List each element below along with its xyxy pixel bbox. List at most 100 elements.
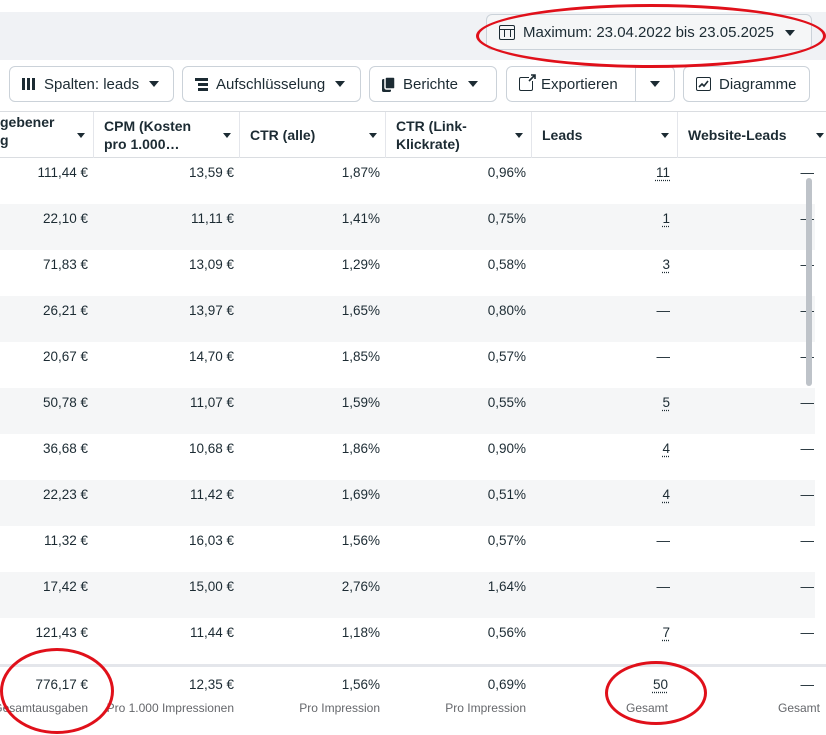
cell-website-leads: — bbox=[800, 579, 815, 594]
sort-icon[interactable] bbox=[223, 133, 231, 138]
chevron-down-icon bbox=[468, 81, 479, 87]
chart-icon bbox=[696, 77, 711, 91]
report-icon bbox=[382, 75, 396, 92]
sort-icon[interactable] bbox=[515, 133, 523, 138]
cell-cpm: 13,97 € bbox=[188, 303, 234, 318]
table-row: 26,21 € 13,97 € 1,65% 0,80% — — bbox=[0, 296, 815, 342]
export-icon bbox=[519, 74, 536, 91]
reports-label: Berichte bbox=[403, 75, 459, 93]
table-row: 111,44 € 13,59 € 1,87% 0,96% 11 — bbox=[0, 158, 815, 204]
sort-icon[interactable] bbox=[661, 133, 669, 138]
total-cpm-caption: Pro 1.000 Impressionen bbox=[106, 701, 234, 715]
column-header-spend[interactable]: gebener g bbox=[0, 112, 94, 158]
total-ctr-all-caption: Pro Impression bbox=[299, 701, 380, 715]
breakdown-label: Aufschlüsselung bbox=[216, 75, 326, 93]
chevron-down-icon bbox=[650, 81, 660, 87]
chevron-down-icon bbox=[149, 81, 160, 87]
sort-icon[interactable] bbox=[369, 133, 377, 138]
table-row: 17,42 € 15,00 € 2,76% 1,64% — — bbox=[0, 572, 815, 618]
column-header-cpm[interactable]: CPM (Kosten pro 1.000… bbox=[94, 112, 240, 158]
cell-leads: — bbox=[656, 303, 671, 318]
columns-button[interactable]: Spalten: leads bbox=[9, 66, 174, 102]
cell-ctr-link: 0,57% bbox=[487, 533, 526, 548]
cell-spend: 17,42 € bbox=[42, 579, 88, 594]
cell-website-leads: — bbox=[800, 165, 815, 180]
cell-website-leads: — bbox=[678, 204, 815, 250]
vertical-scrollbar[interactable] bbox=[806, 178, 812, 386]
total-website-leads: — bbox=[800, 677, 815, 692]
annotation-circle-leads bbox=[605, 661, 707, 725]
cell-leads[interactable]: 4 bbox=[662, 487, 670, 502]
breakdown-icon bbox=[195, 77, 208, 91]
table-row: 22,23 € 11,42 € 1,69% 0,51% 4 — bbox=[0, 480, 815, 526]
cell-leads[interactable]: 11 bbox=[655, 165, 670, 180]
cell-cpm: 10,68 € bbox=[188, 441, 234, 456]
breakdown-button[interactable]: Aufschlüsselung bbox=[182, 66, 361, 102]
chevron-down-icon bbox=[335, 81, 346, 87]
table-row: 71,83 € 13,09 € 1,29% 0,58% 3 — bbox=[0, 250, 815, 296]
cell-ctr-link: 0,56% bbox=[487, 625, 526, 640]
table-row: 121,43 € 11,44 € 1,18% 0,56% 7 — bbox=[0, 618, 815, 664]
cell-spend: 26,21 € bbox=[42, 303, 88, 318]
annotation-circle-spend bbox=[0, 648, 114, 734]
cell-website-leads: — bbox=[678, 250, 815, 296]
cell-ctr-all: 2,76% bbox=[341, 579, 380, 594]
annotation-circle-date bbox=[476, 4, 826, 68]
cell-website-leads: — bbox=[800, 487, 815, 502]
columns-label: Spalten: leads bbox=[44, 75, 140, 93]
cell-cpm: 11,07 € bbox=[189, 395, 234, 410]
cell-spend: 22,23 € bbox=[42, 487, 88, 502]
cell-cpm: 11,44 € bbox=[189, 625, 234, 640]
cell-ctr-all: 1,65% bbox=[341, 303, 380, 318]
cell-leads[interactable]: 1 bbox=[662, 211, 670, 226]
cell-cpm: 13,09 € bbox=[188, 257, 234, 272]
cell-ctr-link: 0,51% bbox=[487, 487, 526, 502]
column-header-ctr-link[interactable]: CTR (Link- Klickrate) bbox=[386, 112, 532, 158]
cell-spend: 50,78 € bbox=[42, 395, 88, 410]
cell-spend: 20,67 € bbox=[42, 349, 88, 364]
cell-website-leads: — bbox=[800, 441, 815, 456]
cell-spend: 111,44 € bbox=[37, 165, 88, 180]
table-row: 11,32 € 16,03 € 1,56% 0,57% — — bbox=[0, 526, 815, 572]
sort-icon[interactable] bbox=[816, 133, 824, 138]
cell-ctr-all: 1,56% bbox=[341, 533, 380, 548]
cell-leads[interactable]: 5 bbox=[662, 395, 670, 410]
total-ctr-all: 1,56% bbox=[341, 677, 380, 692]
total-website-leads-caption: Gesamt bbox=[778, 701, 821, 715]
cell-spend: 121,43 € bbox=[35, 625, 88, 640]
sort-icon[interactable] bbox=[77, 133, 85, 138]
cell-website-leads: — bbox=[800, 533, 815, 548]
column-header-ctr-all[interactable]: CTR (alle) bbox=[240, 112, 386, 158]
cell-cpm: 11,11 € bbox=[190, 211, 234, 226]
charts-label: Diagramme bbox=[719, 75, 797, 93]
cell-leads: — bbox=[656, 349, 671, 364]
cell-ctr-all: 1,86% bbox=[341, 441, 380, 456]
cell-leads[interactable]: 3 bbox=[662, 257, 670, 272]
cell-website-leads: — bbox=[800, 625, 815, 640]
cell-ctr-all: 1,85% bbox=[341, 349, 380, 364]
cell-ctr-all: 1,87% bbox=[341, 165, 380, 180]
cell-ctr-link: 0,58% bbox=[487, 257, 526, 272]
cell-ctr-link: 0,96% bbox=[487, 165, 526, 180]
total-ctr-link: 0,69% bbox=[487, 677, 526, 692]
cell-leads[interactable]: 7 bbox=[662, 625, 670, 640]
export-button[interactable]: Exportieren bbox=[506, 66, 636, 102]
cell-spend: 36,68 € bbox=[42, 441, 88, 456]
cell-ctr-all: 1,41% bbox=[341, 211, 380, 226]
column-header-website-leads[interactable]: Website-Leads bbox=[678, 112, 826, 158]
cell-ctr-link: 0,55% bbox=[487, 395, 526, 410]
charts-button[interactable]: Diagramme bbox=[683, 66, 810, 102]
table-row: 20,67 € 14,70 € 1,85% 0,57% — — bbox=[0, 342, 815, 388]
reports-button[interactable]: Berichte bbox=[369, 66, 497, 102]
cell-ctr-all: 1,18% bbox=[341, 625, 380, 640]
columns-icon bbox=[22, 78, 36, 90]
column-header-leads[interactable]: Leads bbox=[532, 112, 678, 158]
cell-leads[interactable]: 4 bbox=[662, 441, 670, 456]
total-cpm: 12,35 € bbox=[188, 677, 234, 692]
cell-ctr-all: 1,59% bbox=[341, 395, 380, 410]
table-row: 36,68 € 10,68 € 1,86% 0,90% 4 — bbox=[0, 434, 815, 480]
cell-ctr-link: 0,80% bbox=[487, 303, 526, 318]
cell-cpm: 14,70 € bbox=[188, 349, 234, 364]
cell-ctr-link: 0,57% bbox=[487, 349, 526, 364]
export-dropdown-button[interactable] bbox=[635, 66, 675, 102]
